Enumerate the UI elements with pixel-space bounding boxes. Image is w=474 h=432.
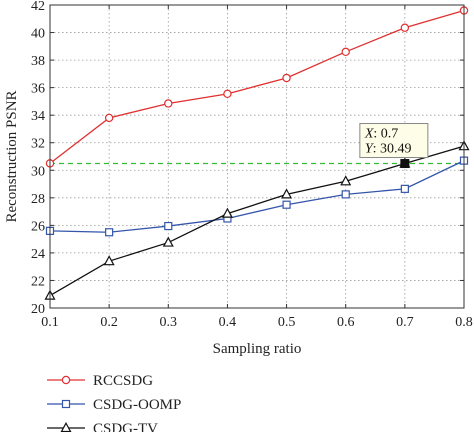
legend-label: CSDG-OOMP	[93, 397, 181, 413]
x-tick-label: 0.4	[219, 315, 237, 330]
data-point-csdg-oomp	[341, 190, 350, 199]
data-point-csdg-tv	[103, 255, 115, 266]
data-point-rccsdg	[223, 89, 232, 99]
x-tick-label: 0.1	[41, 315, 59, 330]
y-tick-label: 26	[31, 219, 45, 234]
datatip-marker	[400, 159, 410, 169]
x-tick-label: 0.7	[396, 315, 414, 330]
legend-item-csdg-tv: CSDG-TV	[47, 421, 158, 432]
y-tick-label: 40	[31, 27, 45, 42]
y-tick-label: 22	[31, 274, 45, 289]
data-point-csdg-oomp	[164, 221, 173, 231]
y-tick-label: 30	[31, 164, 45, 179]
y-tick-label: 28	[31, 192, 45, 207]
legend-marker	[61, 375, 71, 385]
y-tick-label: 24	[31, 247, 45, 262]
legend-label: CSDG-TV	[93, 421, 158, 432]
legend: RCCSDG CSDG-OOMP CSDG-TV	[47, 373, 181, 432]
data-point-csdg-tv	[221, 207, 233, 218]
series-line-csdg-tv	[49, 145, 465, 297]
data-point-csdg-oomp	[400, 184, 409, 193]
y-axis-title: Reconstruction PSNR	[4, 90, 20, 222]
series-line-rccsdg	[49, 9, 465, 164]
datatip-box	[359, 123, 429, 159]
axis-ticks: 0.1 0.2 0.3 0.4 0.5 0.6 0.7 0.8 20 22 24 26 28 30 32 34…	[31, 0, 473, 330]
x-tick-label: 0.8	[455, 315, 473, 330]
series-line-csdg-oomp	[49, 160, 465, 233]
y-tick-label: 36	[31, 82, 45, 97]
y-tick-label: 20	[31, 302, 45, 317]
x-tick-label: 0.3	[160, 315, 178, 330]
y-tick-label: 32	[31, 137, 45, 152]
data-point-rccsdg	[164, 99, 173, 108]
plot-frame	[49, 4, 465, 309]
legend-item-rccsdg: RCCSDG	[47, 373, 153, 389]
datatip-y-text: Y: 30.49	[365, 142, 412, 157]
series-csdg-tv	[44, 140, 470, 300]
data-point-rccsdg	[282, 73, 291, 83]
data-point-csdg-tv	[281, 188, 293, 199]
series-rccsdg	[45, 6, 469, 168]
x-tick-label: 0.5	[278, 315, 296, 330]
legend-marker	[61, 399, 71, 409]
data-point-csdg-oomp	[282, 200, 291, 209]
data-point-rccsdg	[341, 47, 350, 57]
data-point-csdg-oomp	[105, 228, 114, 237]
series-csdg-oomp	[45, 156, 469, 237]
data-point-csdg-tv	[340, 175, 352, 186]
x-tick-label: 0.6	[337, 315, 355, 330]
y-tick-label: 42	[31, 0, 45, 14]
y-tick-label: 34	[31, 109, 45, 124]
x-tick-label: 0.2	[100, 315, 118, 330]
datatip[interactable]: X: 0.7Y: 30.49	[359, 123, 429, 169]
x-axis-title: Sampling ratio	[213, 341, 302, 357]
data-point-rccsdg	[104, 113, 114, 123]
data-point-rccsdg	[400, 23, 410, 32]
legend-item-csdg-oomp: CSDG-OOMP	[47, 397, 181, 413]
datatip-x-text: X: 0.7	[364, 127, 398, 142]
data-point-csdg-tv	[162, 236, 174, 247]
y-tick-label: 38	[31, 54, 45, 69]
legend-label: RCCSDG	[93, 373, 153, 389]
series-lines	[44, 6, 470, 300]
